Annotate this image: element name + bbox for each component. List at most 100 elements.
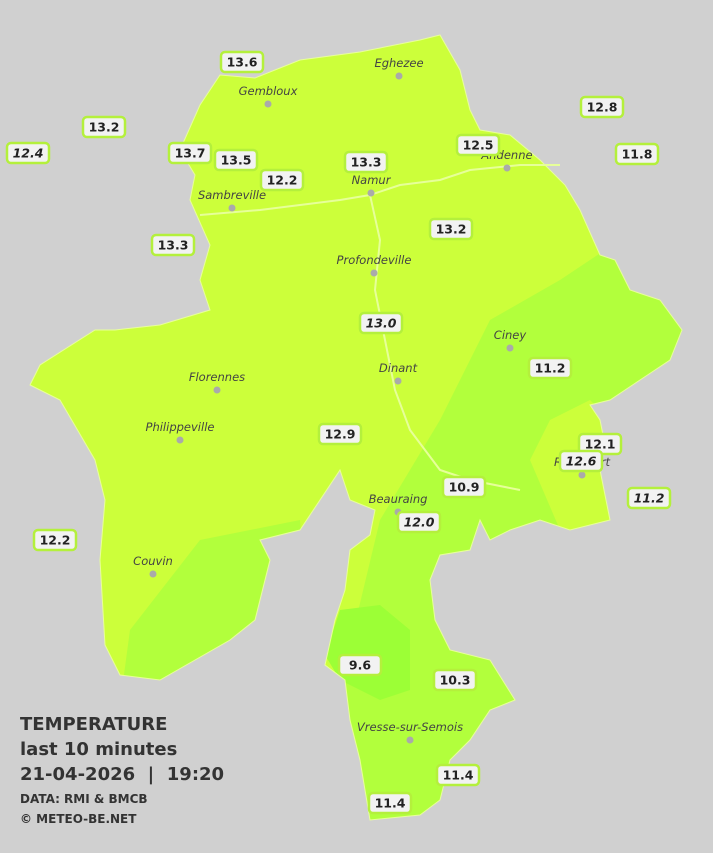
town-dot <box>228 204 236 212</box>
town-dot <box>578 471 586 479</box>
station-box <box>343 150 389 174</box>
station-label: 11.8 <box>622 147 653 162</box>
station-box <box>527 356 573 380</box>
station-box <box>614 142 660 166</box>
town-dot <box>406 736 414 744</box>
station: 12.9 <box>317 422 363 446</box>
station-label: 10.3 <box>440 673 471 688</box>
station-label: 13.2 <box>436 222 467 237</box>
station-label: 12.6 <box>566 454 597 469</box>
station: 12.0 <box>396 510 442 534</box>
town-dot <box>370 269 378 277</box>
town-label: Vresse-sur-Semois <box>357 720 463 734</box>
station: 12.4 <box>5 141 51 165</box>
station-label: 13.7 <box>175 146 206 161</box>
town-dot <box>176 436 184 444</box>
river <box>199 164 560 216</box>
town-label: Couvin <box>133 554 173 568</box>
town-label: Philippeville <box>146 420 215 434</box>
station-label: 13.6 <box>227 55 258 70</box>
station-box <box>435 763 481 787</box>
station-box <box>367 791 413 815</box>
station: 12.2 <box>32 528 78 552</box>
town-label: Namur <box>352 173 392 187</box>
station: 12.5 <box>455 133 501 157</box>
station-label: 12.9 <box>325 427 356 442</box>
station-box <box>317 422 363 446</box>
station: 12.8 <box>579 95 625 119</box>
station-box <box>558 449 604 473</box>
town-label: Gembloux <box>239 84 298 98</box>
station-box <box>32 528 78 552</box>
station-box <box>626 486 672 510</box>
station-box <box>219 50 265 74</box>
station: 13.6 <box>219 50 265 74</box>
station-label: 11.2 <box>634 491 665 506</box>
legend-subtitle: last 10 minutes <box>20 739 177 760</box>
town-dot <box>213 386 221 394</box>
station-box <box>5 141 51 165</box>
station-box <box>432 668 478 692</box>
station-box <box>579 95 625 119</box>
town-label: Ciney <box>494 328 527 342</box>
station: 9.6 <box>337 653 383 677</box>
station: 13.2 <box>428 217 474 241</box>
station-box <box>259 168 305 192</box>
station: 13.3 <box>343 150 389 174</box>
town-dot <box>264 100 272 108</box>
legend: TEMPERATURE last 10 minutes 21-04-2026 |… <box>20 714 224 826</box>
station-label: 13.3 <box>351 155 382 170</box>
station: 13.7 <box>167 141 213 165</box>
station-label: 13.2 <box>89 120 120 135</box>
station-label: 12.8 <box>587 100 618 115</box>
town-label: Florennes <box>189 370 245 384</box>
station: 12.6 <box>558 449 604 473</box>
legend-source: DATA: RMI & BMCB <box>20 792 148 806</box>
station-label: 11.2 <box>535 361 566 376</box>
station: 13.3 <box>150 233 196 257</box>
station-box <box>150 233 196 257</box>
station: 13.5 <box>213 148 259 172</box>
town-dot <box>506 344 514 352</box>
town-dot <box>395 72 403 80</box>
station: 11.2 <box>527 356 573 380</box>
station-label: 11.4 <box>375 796 406 811</box>
town-label: Sambreville <box>198 188 266 202</box>
station-box <box>358 311 404 335</box>
station: 10.3 <box>432 668 478 692</box>
station: 11.4 <box>435 763 481 787</box>
station-box <box>396 510 442 534</box>
station-label: 12.0 <box>404 515 435 530</box>
station-label: 12.2 <box>40 533 71 548</box>
station-label: 12.4 <box>13 146 44 161</box>
town-dot <box>367 189 375 197</box>
legend-credit: © METEO-BE.NET <box>20 812 137 826</box>
station-label: 13.3 <box>158 238 189 253</box>
station-label: 10.9 <box>449 480 480 495</box>
town-dot <box>503 164 511 172</box>
town-dot <box>394 377 402 385</box>
station-label: 12.1 <box>585 437 616 452</box>
stations: 13.6 13.2 12.4 13.7 13.5 12.2 13.3 12.5 12.8 11.8… <box>5 50 672 815</box>
station-box <box>455 133 501 157</box>
station: 13.2 <box>81 115 127 139</box>
station-box <box>81 115 127 139</box>
station-label: 11.4 <box>443 768 474 783</box>
station-box <box>167 141 213 165</box>
station: 13.0 <box>358 311 404 335</box>
station: 11.8 <box>614 142 660 166</box>
station: 11.4 <box>367 791 413 815</box>
station: 10.9 <box>441 475 487 499</box>
station: 12.2 <box>259 168 305 192</box>
town-dot <box>149 570 157 578</box>
station-label: 12.5 <box>463 138 494 153</box>
station-box <box>441 475 487 499</box>
town-label: Profondeville <box>337 253 412 267</box>
station-label: 13.0 <box>366 316 397 331</box>
town-label: Dinant <box>379 361 418 375</box>
town-label: Beauraing <box>369 492 428 506</box>
station-box <box>213 148 259 172</box>
town-label: Eghezee <box>374 56 423 70</box>
legend-title: TEMPERATURE <box>20 714 167 735</box>
